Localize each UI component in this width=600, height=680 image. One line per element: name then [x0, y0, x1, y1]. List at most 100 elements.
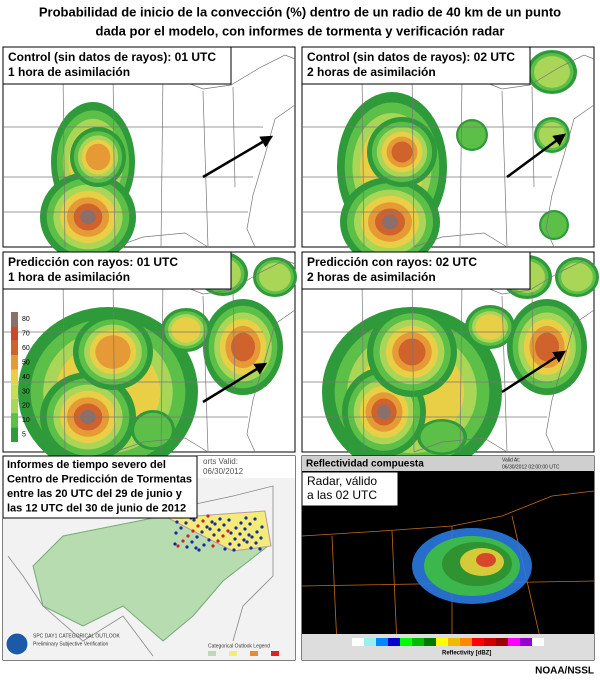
valid-text: 06/30/2012 [203, 467, 244, 476]
label-box [301, 46, 531, 85]
storm-report [212, 533, 216, 537]
storm-report [179, 526, 183, 530]
panel-label: Centro de Predicción de Tormentas [7, 473, 192, 485]
label-box [2, 46, 232, 85]
storm-report [210, 520, 214, 524]
scale-cell [460, 638, 472, 646]
storm-report [205, 525, 209, 529]
probability-area [398, 338, 426, 366]
storm-report [244, 516, 248, 520]
storm-report [253, 517, 257, 521]
storm-report [195, 535, 199, 539]
header-text: Reflectividad compuesta [306, 459, 424, 470]
storm-report [250, 535, 254, 539]
valid-text: orts Valid: [203, 457, 238, 466]
colorbar-tick-label: 10 [22, 417, 30, 424]
valid-box [193, 456, 295, 478]
storm-report [211, 544, 215, 548]
probability-area [95, 335, 131, 369]
storm-report [254, 541, 258, 545]
colorbar-tick-label: 5 [22, 432, 26, 439]
storm-report [248, 522, 252, 526]
storm-report [218, 517, 222, 521]
colorbar-tick-label: 50 [22, 359, 30, 366]
storm-report [217, 528, 221, 532]
scale-cell [400, 638, 412, 646]
scale-cell [484, 638, 496, 646]
storm-report [197, 548, 201, 552]
colorbar-cell [11, 427, 18, 442]
scale-cell [376, 638, 388, 646]
storm-report [190, 540, 194, 544]
panel-label: Informes de tiempo severo del [7, 459, 166, 471]
storm-report [243, 527, 247, 531]
probability-area [541, 212, 567, 238]
storm-report [227, 518, 231, 522]
colorbar-tick-label: 40 [22, 374, 30, 381]
scale-cell [508, 638, 520, 646]
map-outline [301, 259, 595, 453]
storm-report [260, 525, 264, 529]
storm-report [226, 529, 230, 533]
storm-report [186, 534, 190, 538]
storm-report [249, 546, 253, 550]
label-box [2, 251, 232, 290]
colorbar-cell [11, 326, 18, 341]
storm-report [237, 543, 241, 547]
title-line: dada por el modelo, con informes de torm… [96, 23, 505, 38]
title-line: Probabilidad de inicio de la convección … [39, 4, 561, 19]
colorbar-cell [11, 312, 18, 327]
scale-cell [388, 638, 400, 646]
arrow [202, 135, 274, 179]
storm-report [258, 547, 262, 551]
panel-label: Predicción con rayos: 02 UTC [307, 255, 477, 269]
storm-report [259, 536, 263, 540]
storm-report [247, 533, 251, 537]
map-outline [301, 54, 595, 248]
colorbar-tick-label: 60 [22, 345, 30, 352]
storm-report [228, 542, 232, 546]
probability-area [85, 143, 111, 171]
probability-area [475, 314, 505, 340]
storm-report [207, 538, 211, 542]
storm-report [184, 521, 188, 525]
scale-cell [448, 638, 460, 646]
legend-swatch [250, 651, 258, 656]
panel-label: Predicción con rayos: 01 UTC [8, 255, 178, 269]
storm-report [202, 543, 206, 547]
probability-area [377, 404, 391, 420]
colorbar-tick-label: 20 [22, 403, 30, 410]
probability-area [134, 412, 172, 448]
panel: Reflectividad compuesta Valid At:06/30/20… [301, 455, 595, 661]
probability-area [420, 421, 464, 453]
legend-swatch [208, 651, 216, 656]
probability-area [80, 209, 96, 225]
storm-report [255, 530, 259, 534]
valid-text: 06/30/2012 02:00:00 UTC [502, 464, 560, 470]
panel: orts Valid:06/30/2012 Informes de tiempo … [2, 455, 296, 661]
panel-label: 2 horas de asimilación [307, 65, 436, 79]
probability-area [561, 262, 593, 292]
scale-cell [424, 638, 436, 646]
probability-area [259, 262, 291, 292]
legend-title: Categorical Outlook Legend [208, 643, 270, 649]
outlook-area [32, 515, 269, 642]
storm-report [232, 548, 236, 552]
scale-cell [520, 638, 532, 646]
storm-report [173, 542, 177, 546]
probability-area [171, 317, 201, 343]
colorbar-tick-label: 80 [22, 316, 30, 323]
probability-area [391, 141, 413, 163]
panel-label: a las 02 UTC [307, 488, 377, 502]
legend-swatch [229, 651, 237, 656]
arrow [506, 133, 567, 179]
panel-label: 1 hora de asimilación [8, 65, 130, 79]
credit: NOAA/NSSL [535, 666, 594, 677]
legend-swatch [271, 651, 279, 656]
map-outline [2, 54, 296, 248]
colorbar-cell [11, 369, 18, 385]
panel-label: entre las 20 UTC del 29 de junio y [7, 488, 183, 500]
